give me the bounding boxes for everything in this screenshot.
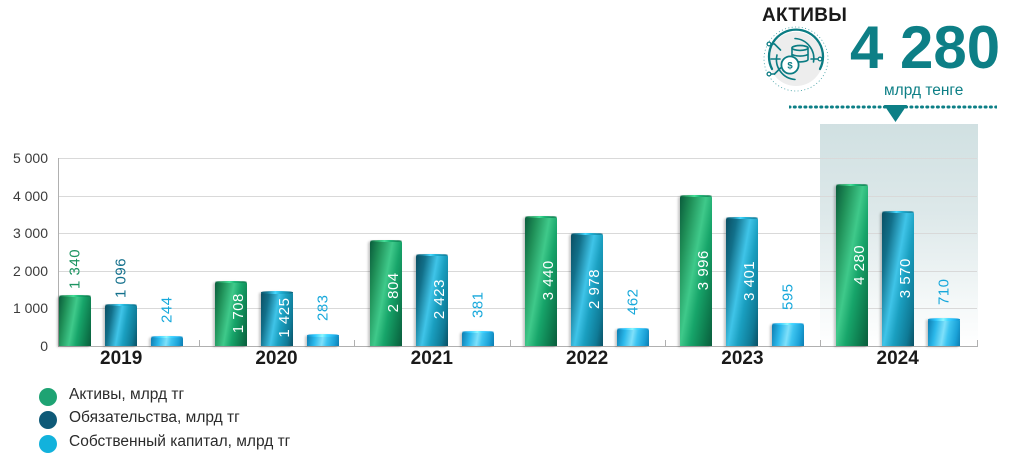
svg-text:$: $ — [787, 61, 793, 72]
